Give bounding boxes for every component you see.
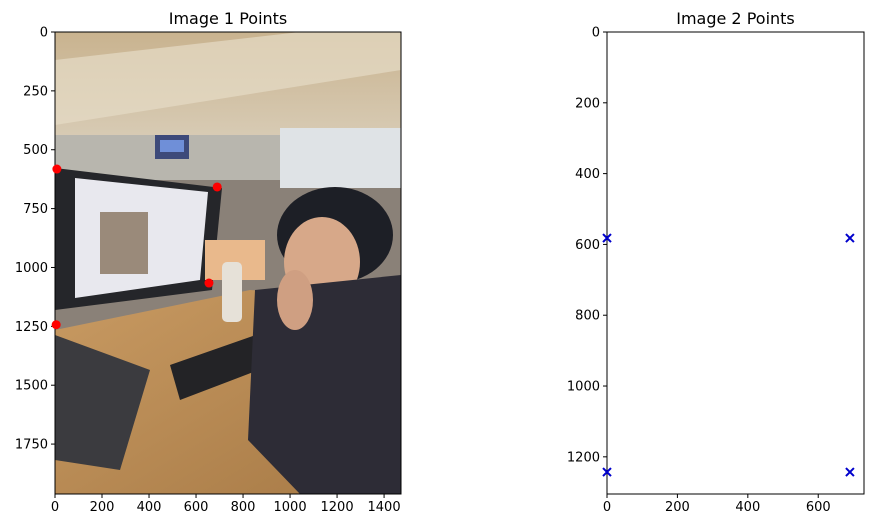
y-tick-label: 1500 xyxy=(15,379,48,394)
data-point xyxy=(204,278,214,288)
data-point xyxy=(602,233,612,243)
data-point xyxy=(212,182,222,192)
y-tick-label: 600 xyxy=(575,238,600,253)
y-tick-label: 1000 xyxy=(15,261,48,276)
y-tick-label: 0 xyxy=(40,26,48,41)
points-group-1 xyxy=(51,164,222,330)
x-tick-label: 400 xyxy=(137,500,162,515)
chart-title-1: Image 1 Points xyxy=(169,9,288,28)
data-point xyxy=(51,320,61,330)
y-tick-label: 1250 xyxy=(15,320,48,335)
y-tick-label: 400 xyxy=(575,167,600,182)
tick-group-2: 0 200 400 600 0 200 400 600 800 1000 1200 xyxy=(567,26,831,516)
x-tick-label: 800 xyxy=(231,500,256,515)
x-tick-label: 1200 xyxy=(321,500,354,515)
data-point xyxy=(52,164,62,174)
axes-image-1: Image 1 Points 0 200 400 600 800 1000 1200 1400… xyxy=(15,9,402,516)
data-point xyxy=(845,233,855,243)
y-tick-label: 0 xyxy=(592,26,600,41)
y-tick-label: 200 xyxy=(575,96,600,111)
points-group-2 xyxy=(602,233,855,477)
x-tick-label: 0 xyxy=(51,500,59,515)
x-tick-label: 1000 xyxy=(274,500,307,515)
chart-title-2: Image 2 Points xyxy=(676,9,795,28)
x-tick-label: 600 xyxy=(184,500,209,515)
y-tick-label: 250 xyxy=(23,84,48,99)
data-point xyxy=(602,467,612,477)
y-tick-label: 750 xyxy=(23,202,48,217)
axes-image-2: Image 2 Points 0 200 400 600 0 200 400 600 800 10… xyxy=(567,9,865,516)
x-tick-label: 200 xyxy=(90,500,115,515)
y-tick-label: 1200 xyxy=(567,450,600,465)
background-photo xyxy=(55,32,401,494)
x-tick-label: 1400 xyxy=(368,500,401,515)
plot-frame-1 xyxy=(54,31,402,495)
x-tick-label: 600 xyxy=(806,500,831,515)
y-tick-label: 500 xyxy=(23,143,48,158)
x-tick-label: 0 xyxy=(603,500,611,515)
x-tick-label: 400 xyxy=(735,500,760,515)
data-point xyxy=(845,467,855,477)
y-tick-label: 1750 xyxy=(15,438,48,453)
plot-frame-2 xyxy=(606,31,865,495)
x-tick-label: 200 xyxy=(665,500,690,515)
tick-group-1: 0 200 400 600 800 1000 1200 1400 0 250 500 750 1000 1… xyxy=(15,26,401,516)
y-tick-label: 800 xyxy=(575,309,600,324)
y-tick-label: 1000 xyxy=(567,380,600,395)
